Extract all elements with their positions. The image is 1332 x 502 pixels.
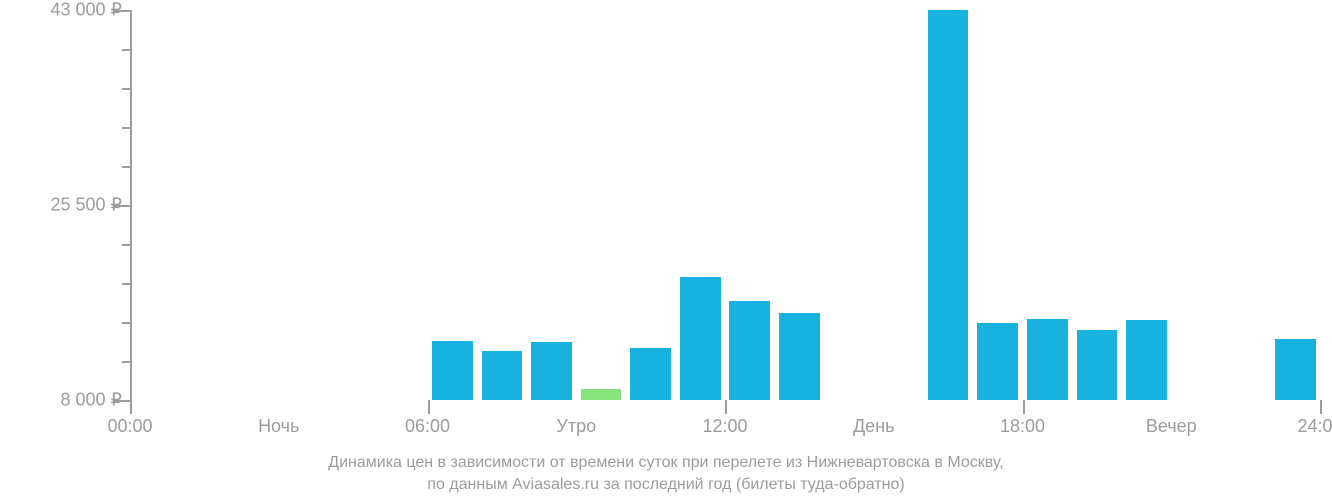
x-tick: [1320, 400, 1322, 414]
caption-line-2: по данным Aviasales.ru за последний год …: [0, 474, 1332, 496]
bar[interactable]: [1027, 319, 1068, 400]
y-tick-minor: [122, 166, 130, 168]
bars: [130, 10, 1320, 400]
chart-caption: Динамика цен в зависимости от времени су…: [0, 452, 1332, 495]
bar[interactable]: [531, 342, 572, 400]
x-tick: [1023, 400, 1025, 414]
x-tick: [725, 400, 727, 414]
x-axis-time-label: 24:00: [1297, 416, 1332, 437]
bar[interactable]: [779, 313, 820, 400]
x-axis-time-label: 00:00: [107, 416, 152, 437]
x-axis-period-label: Утро: [556, 416, 596, 437]
price-by-hour-chart: 8 000 ₽ 25 500 ₽ 43 000 ₽ 00:00 06:00 12:00 1…: [0, 0, 1332, 502]
bar[interactable]: [432, 341, 473, 400]
y-axis-label: 25 500 ₽: [50, 195, 122, 216]
bar-lowest[interactable]: [581, 389, 622, 400]
y-tick-minor: [122, 361, 130, 363]
y-tick-minor: [122, 283, 130, 285]
plot-area: [130, 10, 1320, 400]
x-axis-time-label: 06:00: [405, 416, 450, 437]
caption-line-1: Динамика цен в зависимости от времени су…: [0, 452, 1332, 474]
x-axis-period-label: Вечер: [1146, 416, 1197, 437]
bar[interactable]: [1126, 320, 1167, 400]
y-tick-minor: [122, 88, 130, 90]
y-tick-minor: [122, 49, 130, 51]
y-tick-minor: [122, 322, 130, 324]
y-axis-label: 8 000 ₽: [61, 390, 123, 411]
x-tick: [130, 400, 132, 414]
bar[interactable]: [482, 351, 523, 400]
x-tick: [428, 400, 430, 414]
y-axis-label: 43 000 ₽: [50, 0, 122, 21]
bar[interactable]: [1275, 339, 1316, 400]
y-tick-minor: [122, 244, 130, 246]
bar[interactable]: [680, 277, 721, 400]
x-axis-time-label: 18:00: [1000, 416, 1045, 437]
bar[interactable]: [928, 10, 969, 400]
bar[interactable]: [630, 348, 671, 400]
x-axis-time-label: 12:00: [702, 416, 747, 437]
x-axis-period-label: День: [853, 416, 895, 437]
bar[interactable]: [729, 301, 770, 400]
x-axis-period-label: Ночь: [258, 416, 299, 437]
bar[interactable]: [1077, 330, 1118, 400]
y-tick-minor: [122, 127, 130, 129]
bar[interactable]: [977, 323, 1018, 400]
